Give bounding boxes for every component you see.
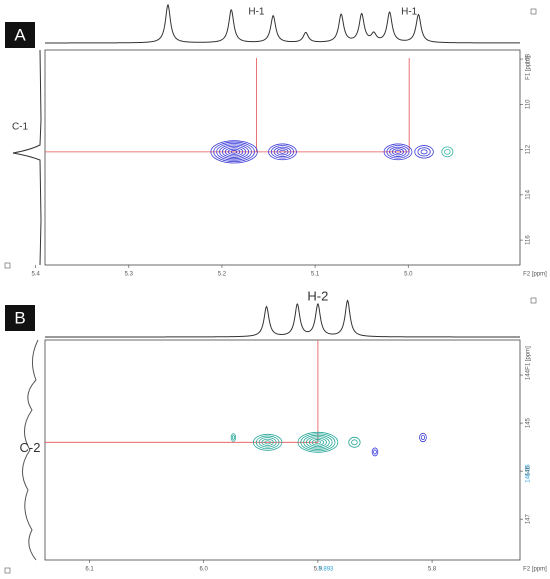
contour [383, 143, 413, 161]
panel-label: A [14, 25, 26, 44]
y-tick-label: 145 [526, 417, 532, 428]
f1-label: C-1 [12, 121, 29, 132]
contour [270, 145, 295, 159]
contour [420, 149, 428, 155]
y-tick-label: 114 [526, 189, 532, 199]
x-tick-label: 5.9 [314, 567, 323, 573]
f1-projection [12, 49, 42, 266]
contour [261, 438, 274, 446]
contour [230, 150, 238, 154]
y-tick-label: 110 [526, 99, 532, 109]
cross-peak [414, 145, 434, 159]
contour [222, 145, 247, 158]
y-axis-title: F1 [ppm] [526, 346, 532, 370]
x-tick-label: 6.0 [200, 567, 209, 573]
x-tick-label: 5.3 [125, 272, 134, 278]
contour [227, 148, 241, 156]
contour [264, 440, 271, 445]
corner-box [4, 262, 11, 269]
contour [216, 143, 252, 161]
contour [297, 431, 339, 453]
contour [414, 145, 434, 159]
cursor-y-label: 146.05 [526, 464, 532, 483]
y-tick-label: 108 [526, 53, 532, 64]
y-tick-label: 112 [526, 144, 532, 154]
contour [255, 435, 280, 450]
y-tick-label: 147 [526, 514, 532, 525]
cross-peak [210, 140, 258, 164]
f1-projection [22, 339, 39, 561]
f2-label: H-1 [401, 7, 418, 18]
contour [441, 146, 454, 158]
x-axis-title: F2 [ppm] [523, 567, 547, 573]
contour [386, 145, 410, 159]
cross-peak [297, 431, 339, 453]
y-tick-label: 116 [526, 235, 532, 245]
cross-peak [230, 433, 237, 442]
y-tick-label: 146 [526, 465, 532, 476]
contour [417, 147, 431, 157]
contour [213, 141, 255, 162]
contour [371, 447, 379, 457]
plot-frame [44, 339, 521, 561]
corner-box [530, 8, 537, 15]
y-axis-title: F1 [ppm] [526, 56, 532, 80]
contour [373, 449, 377, 455]
cross-peak [268, 143, 297, 161]
cross-peak [348, 436, 361, 448]
contour [258, 437, 277, 448]
f2-projection [45, 3, 520, 44]
corner-box [4, 567, 11, 574]
cross-peak [383, 143, 413, 161]
x-tick-label: 5.1 [311, 272, 320, 278]
cross-peak [371, 447, 379, 457]
f2-label: H-2 [307, 288, 328, 303]
x-tick-label: 5.0 [404, 272, 413, 278]
contour [279, 149, 286, 154]
f2-projection [45, 299, 520, 338]
contour [231, 435, 235, 440]
plot-frame [44, 49, 521, 266]
panel-label-box [5, 22, 35, 48]
cross-peak [419, 432, 427, 443]
contour [394, 149, 402, 154]
f1-label: C-2 [20, 440, 41, 455]
panel-label-box [5, 305, 35, 331]
contour [303, 434, 333, 450]
f2-label: H-1 [248, 7, 265, 18]
contour [224, 147, 244, 157]
panel-label: B [14, 308, 25, 327]
contour [300, 433, 336, 452]
contour [311, 439, 325, 446]
corner-box [530, 297, 537, 304]
x-tick-label: 5.4 [32, 272, 41, 278]
x-tick-label: 5.2 [218, 272, 227, 278]
contour [392, 148, 404, 156]
contour [276, 148, 289, 156]
contour [389, 146, 407, 157]
contour [306, 436, 330, 449]
contour [252, 433, 283, 451]
contour [420, 435, 426, 441]
contour [273, 146, 292, 157]
contour [419, 432, 427, 443]
x-tick-label: 5.8 [428, 567, 437, 573]
contour [444, 148, 451, 155]
x-axis-title: F2 [ppm] [523, 272, 547, 278]
contour [219, 144, 250, 160]
cursor-x-label: 5.893 [318, 567, 334, 573]
contour [314, 440, 322, 445]
y-tick-label: 144 [526, 369, 532, 380]
contour [230, 433, 237, 442]
x-tick-label: 6.1 [85, 567, 94, 573]
cross-peak [441, 146, 454, 158]
contour [348, 436, 361, 448]
contour [210, 140, 258, 164]
contour [268, 143, 297, 161]
cross-peak [252, 433, 283, 451]
contour [308, 437, 327, 447]
contour [351, 439, 358, 446]
